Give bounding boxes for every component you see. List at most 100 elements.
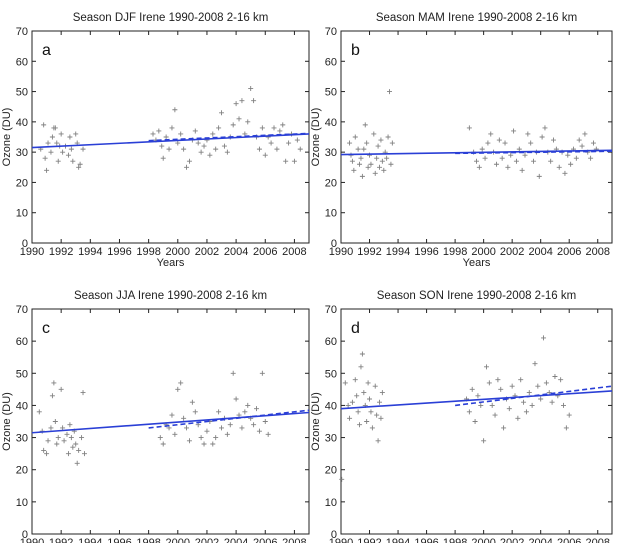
x-tick-label: 1994: [386, 537, 410, 543]
data-point: [374, 155, 380, 161]
data-point: [486, 380, 492, 386]
trend-line-recent: [455, 385, 613, 407]
plot-frame: [340, 308, 613, 535]
data-point: [230, 122, 236, 128]
data-point: [375, 143, 381, 149]
y-tick-label: 30: [325, 433, 337, 445]
data-point: [566, 412, 572, 418]
y-tick-label: 60: [325, 336, 337, 348]
data-point: [476, 164, 482, 170]
plot-frame: [340, 30, 613, 244]
data-point: [495, 377, 501, 383]
data-point: [377, 164, 383, 170]
data-point: [378, 137, 384, 143]
data-point: [516, 146, 522, 152]
data-point: [175, 140, 181, 146]
x-tick-label: 1998: [136, 537, 160, 543]
data-point: [379, 390, 385, 396]
y-tick-label: 40: [16, 400, 28, 412]
y-axis-label: Ozone (DU): [310, 392, 322, 451]
y-tick-label: 0: [331, 238, 337, 250]
data-point: [81, 451, 87, 457]
y-tick-label: 60: [325, 56, 337, 68]
data-point: [347, 140, 353, 146]
data-point: [239, 98, 245, 104]
data-point: [184, 425, 190, 431]
data-point: [483, 364, 489, 370]
data-point: [492, 412, 498, 418]
data-point: [169, 412, 175, 418]
x-tick-label: 1996: [107, 246, 131, 258]
data-point: [251, 422, 257, 428]
data-point: [60, 149, 66, 155]
x-tick-label: 2004: [224, 246, 248, 258]
data-point: [192, 128, 198, 134]
data-point: [488, 131, 494, 137]
panel-a: Season DJF Irene 1990-2008 2-16 km 0 10 20 3…: [1, 12, 310, 269]
data-point: [256, 428, 262, 434]
data-point: [68, 146, 74, 152]
data-point: [41, 447, 47, 453]
x-tick-label: 2002: [195, 246, 219, 258]
trend-line-recent: [455, 150, 613, 155]
data-point: [251, 98, 257, 104]
data-point: [55, 435, 61, 441]
data-point: [372, 170, 378, 176]
y-tick-label: 50: [16, 368, 28, 380]
data-point: [265, 431, 271, 437]
y-tick-label: 30: [16, 147, 28, 159]
panel-title: Season MAM Irene 1990-2008 2-16 km: [376, 12, 577, 24]
y-axis-label: Ozone (DU): [1, 392, 13, 451]
data-point: [368, 409, 374, 415]
data-point: [49, 393, 55, 399]
x-tick-label: 1998: [136, 246, 160, 258]
data-point: [236, 412, 242, 418]
data-point: [345, 402, 351, 408]
data-point: [485, 140, 491, 146]
data-point: [389, 140, 395, 146]
data-point: [73, 441, 79, 447]
data-point: [256, 146, 262, 152]
data-point: [61, 438, 67, 444]
plot-frame: [31, 30, 310, 244]
data-point: [489, 402, 495, 408]
x-tick-label: 2004: [224, 537, 248, 543]
trend-line-full: [31, 133, 310, 149]
data-point: [224, 149, 230, 155]
y-tick-label: 60: [16, 336, 28, 348]
data-point: [466, 125, 472, 131]
data-point: [511, 128, 517, 134]
x-tick-label: 1994: [78, 246, 102, 258]
data-point: [369, 425, 375, 431]
data-point: [342, 380, 348, 386]
y-tick-label: 40: [16, 117, 28, 129]
x-tick-label: 2000: [166, 537, 190, 543]
data-point: [198, 435, 204, 441]
data-point: [523, 409, 529, 415]
x-tick-label: 2008: [585, 246, 609, 258]
data-point: [58, 131, 64, 137]
data-point: [54, 140, 60, 146]
data-point: [355, 146, 361, 152]
data-point: [349, 158, 355, 164]
data-point: [216, 125, 222, 131]
data-point: [496, 137, 502, 143]
y-axis-label: Ozone (DU): [310, 108, 322, 167]
data-point: [172, 107, 178, 113]
data-point: [561, 402, 567, 408]
x-tick-label: 1990: [329, 246, 353, 258]
data-point: [76, 164, 82, 170]
data-point: [198, 149, 204, 155]
data-point: [562, 170, 568, 176]
data-point: [565, 152, 571, 158]
data-point: [163, 134, 169, 140]
data-point: [576, 137, 582, 143]
y-axis-label: Ozone (DU): [1, 108, 13, 167]
data-point: [541, 335, 547, 341]
data-point: [536, 173, 542, 179]
panel-letter: b: [351, 42, 360, 59]
x-tick-label: 1990: [20, 537, 44, 543]
data-point: [64, 431, 70, 437]
trend-line-full: [31, 411, 310, 434]
data-point: [529, 402, 535, 408]
